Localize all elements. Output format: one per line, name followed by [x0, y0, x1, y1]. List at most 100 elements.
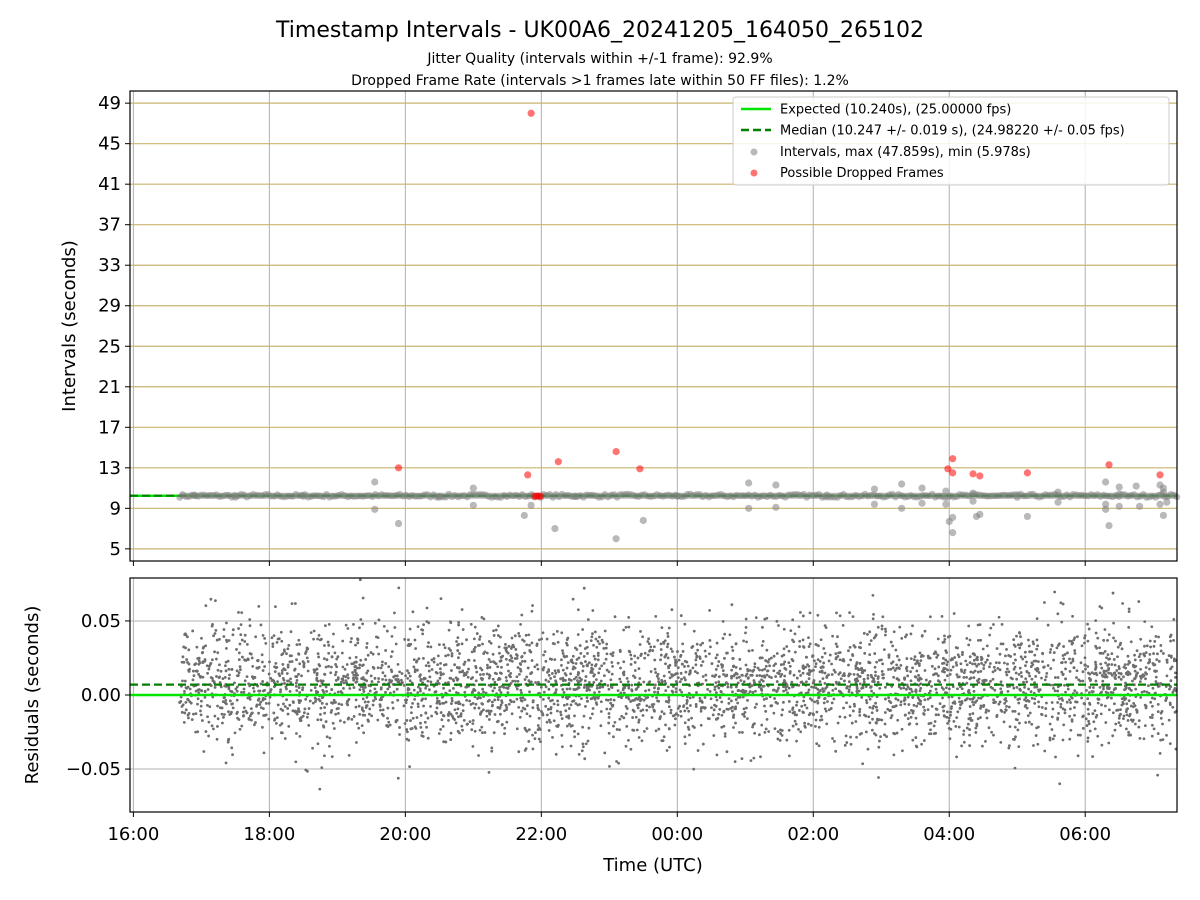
residual-point [783, 674, 787, 678]
residual-point [966, 722, 970, 726]
residual-point [593, 673, 596, 677]
residual-point [883, 722, 887, 726]
residual-point [603, 629, 607, 633]
residual-point [820, 655, 824, 659]
residual-point [288, 660, 292, 664]
residual-point [1061, 602, 1065, 606]
residual-point [583, 757, 587, 761]
residual-point [1024, 721, 1028, 724]
residual-point [562, 691, 566, 694]
residual-point [685, 698, 689, 702]
residual-point [667, 705, 671, 709]
residual-point [929, 689, 932, 693]
residual-point [547, 668, 551, 672]
residual-point [235, 648, 238, 651]
residual-point [227, 667, 231, 671]
residual-point [513, 634, 517, 638]
residual-point [222, 715, 225, 719]
residual-point [727, 701, 731, 705]
residual-point [1107, 708, 1111, 712]
residual-point [1007, 670, 1011, 674]
residual-point [669, 647, 673, 651]
residual-point [1061, 672, 1065, 676]
residual-point [552, 632, 556, 636]
residual-point [422, 623, 425, 627]
residual-point [1086, 622, 1089, 626]
residual-point [642, 698, 646, 702]
residual-point [689, 704, 692, 707]
residual-point [1154, 680, 1158, 683]
residual-point [694, 652, 698, 655]
residual-point [907, 703, 911, 706]
residual-point [376, 666, 380, 670]
residual-point [862, 677, 866, 681]
residual-point [243, 633, 247, 637]
residual-point [515, 656, 519, 660]
residual-point [582, 686, 586, 689]
residual-point [843, 715, 847, 719]
residual-point [1145, 644, 1149, 648]
residual-point [197, 656, 201, 660]
residual-point [584, 660, 587, 663]
residual-point [1079, 661, 1083, 665]
residual-point [1056, 612, 1060, 616]
residual-point [499, 691, 503, 694]
residual-point [709, 697, 713, 701]
residual-point [1064, 677, 1067, 681]
residual-point [631, 716, 635, 719]
interval-outlier-point [942, 487, 950, 495]
residual-point [1152, 652, 1155, 655]
residual-point [842, 672, 846, 675]
residual-point [540, 710, 543, 713]
residual-point [335, 707, 339, 711]
residual-point [474, 679, 478, 683]
residual-point [477, 706, 481, 710]
residual-point [966, 697, 969, 700]
interval-outlier-point [394, 519, 403, 528]
residual-point [681, 642, 685, 646]
residual-point [746, 667, 750, 671]
residual-point [472, 647, 476, 651]
residual-point [1068, 639, 1071, 643]
residual-point [647, 637, 651, 641]
residual-point [359, 658, 363, 662]
residual-point [490, 746, 494, 750]
residual-point [194, 689, 198, 693]
residual-point [556, 703, 560, 707]
residual-point [632, 710, 636, 713]
interval-outlier-point [1115, 490, 1123, 498]
residual-point [958, 706, 962, 710]
residual-point [624, 744, 628, 748]
residual-point [264, 713, 268, 717]
residual-point [503, 732, 506, 736]
residual-point [547, 696, 551, 700]
residual-point [216, 704, 219, 708]
residual-point [862, 631, 866, 635]
residual-point [613, 720, 617, 724]
residual-point [424, 711, 428, 715]
residual-point [388, 685, 391, 689]
dropped-frame-point [524, 471, 532, 479]
residual-point [239, 668, 242, 671]
residual-point [441, 725, 445, 728]
residual-point [678, 704, 681, 708]
residual-point [369, 651, 373, 654]
residual-point [676, 672, 679, 675]
residual-point [495, 720, 499, 724]
residual-point [329, 671, 333, 675]
residual-point [306, 769, 309, 773]
residual-point [860, 731, 863, 735]
residual-point [981, 647, 985, 651]
residual-point [210, 724, 214, 728]
residual-point [468, 720, 472, 724]
residual-point [900, 727, 904, 731]
residual-point [219, 685, 223, 689]
residual-point [330, 665, 333, 669]
residual-point [770, 676, 773, 680]
residual-point [650, 703, 654, 707]
residual-point [618, 677, 622, 681]
residual-point [446, 681, 450, 684]
residual-point [916, 702, 920, 705]
residual-point [207, 720, 211, 724]
interval-outlier-point [1023, 512, 1032, 521]
